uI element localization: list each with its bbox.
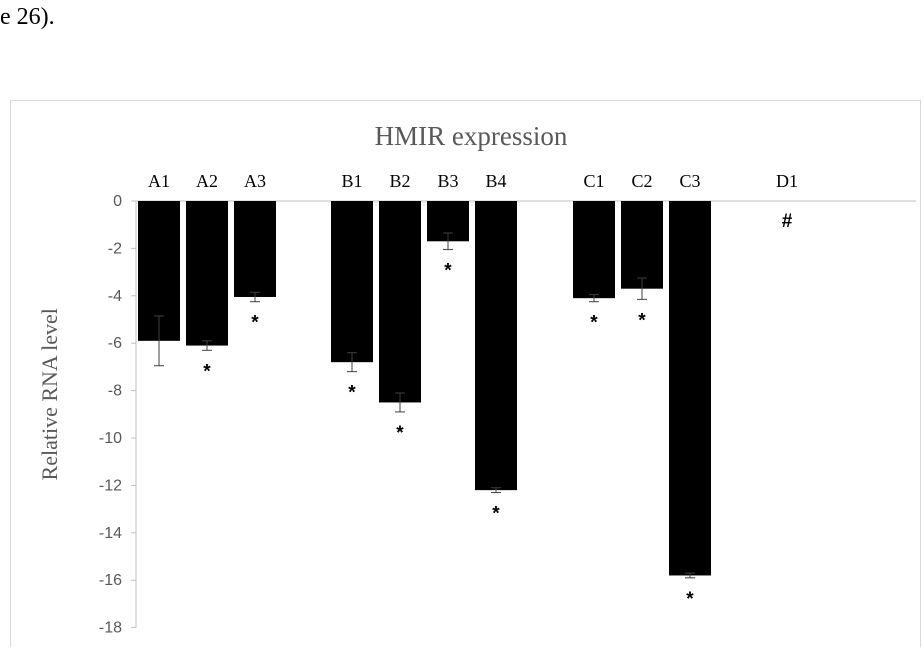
category-label: A3 xyxy=(244,171,266,191)
significance-marker: # xyxy=(782,211,793,232)
significance-marker: * xyxy=(444,261,452,282)
y-tick-label: -14 xyxy=(99,525,122,542)
bar-b1 xyxy=(331,201,373,363)
category-label: C1 xyxy=(583,171,604,191)
category-label: C2 xyxy=(631,171,652,191)
y-tick-label: -16 xyxy=(99,572,122,589)
y-tick-label: -10 xyxy=(99,430,122,447)
bar-chart: HMIR expression Relative RNA level 0 -2 -4 -6… xyxy=(37,121,916,637)
preceding-text: e 26). xyxy=(0,4,55,30)
bar-b4 xyxy=(475,201,517,491)
category-label: A1 xyxy=(148,171,170,191)
y-tick-label: -12 xyxy=(99,477,122,494)
significance-marker: * xyxy=(203,361,211,382)
significance-marker: * xyxy=(492,504,500,525)
bar-a3 xyxy=(234,201,276,297)
category-label: A2 xyxy=(196,171,218,191)
significance-marker: * xyxy=(396,423,404,444)
chart-frame: HMIR expression Relative RNA level 0 -2 -4 -6… xyxy=(10,100,921,647)
y-axis-title: Relative RNA level xyxy=(37,308,62,480)
category-label: B1 xyxy=(341,171,362,191)
category-label: B4 xyxy=(485,171,506,191)
significance-marker: * xyxy=(348,383,356,404)
category-label: C3 xyxy=(679,171,700,191)
bar-b2 xyxy=(379,201,421,403)
y-tick-label: -8 xyxy=(108,383,122,400)
bar-a2 xyxy=(186,201,228,346)
y-tick-label: -4 xyxy=(108,288,122,305)
y-tick-label: -2 xyxy=(108,240,122,257)
category-label: B2 xyxy=(389,171,410,191)
chart-title: HMIR expression xyxy=(375,121,568,151)
y-tick-label: -6 xyxy=(108,335,122,352)
category-label: B3 xyxy=(437,171,458,191)
y-tick-label: -18 xyxy=(99,620,122,637)
significance-marker: * xyxy=(686,589,694,610)
bar-c3 xyxy=(669,201,711,576)
significance-marker: * xyxy=(590,313,598,334)
bar-c1 xyxy=(573,201,615,299)
y-tick-label: 0 xyxy=(113,193,122,210)
significance-marker: * xyxy=(251,313,259,334)
category-label: D1 xyxy=(776,171,798,191)
significance-marker: * xyxy=(638,310,646,331)
bar-c2 xyxy=(621,201,663,289)
